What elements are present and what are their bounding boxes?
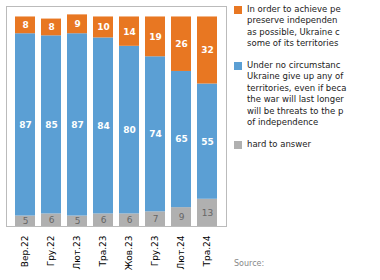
svg-text:74: 74	[149, 129, 162, 139]
svg-text:85: 85	[45, 120, 58, 130]
svg-text:7: 7	[153, 214, 159, 224]
svg-text:Гру.22: Гру.22	[46, 236, 56, 267]
svg-text:6: 6	[127, 215, 133, 225]
html-text:Under no circumstanc Ukraine g: Under no circumstanc Ukraine give up any…	[247, 59, 347, 128]
svg-text:87: 87	[71, 120, 84, 130]
svg-text:14: 14	[123, 27, 136, 37]
svg-text:80: 80	[123, 125, 136, 135]
svg-text:Тра.23: Тра.23	[98, 236, 108, 268]
svg-text:87: 87	[19, 120, 32, 130]
svg-text:26: 26	[175, 39, 188, 49]
html-text:hard to answer: hard to answer	[247, 138, 311, 149]
svg-text:32: 32	[201, 45, 214, 55]
svg-text:13: 13	[202, 208, 213, 218]
svg-text:Тра.24: Тра.24	[202, 235, 212, 267]
svg-text:8: 8	[48, 22, 54, 32]
svg-text:5: 5	[23, 216, 29, 226]
svg-text:Лют.23: Лют.23	[72, 236, 82, 270]
svg-text:6: 6	[49, 215, 55, 225]
svg-text:Лют.24: Лют.24	[176, 235, 186, 269]
svg-text:19: 19	[149, 32, 162, 42]
svg-text:9: 9	[74, 19, 80, 29]
svg-text:10: 10	[97, 22, 110, 32]
svg-text:Гру.23: Гру.23	[150, 236, 160, 267]
svg-text:6: 6	[101, 215, 107, 225]
html-text:Source:: Source:	[234, 259, 265, 268]
svg-text:5: 5	[75, 216, 81, 226]
svg-text:84: 84	[97, 121, 110, 131]
svg-text:Вер.22: Вер.22	[20, 236, 30, 268]
svg-text:9: 9	[179, 212, 185, 222]
svg-text:55: 55	[201, 137, 214, 147]
svg-text:65: 65	[175, 134, 188, 144]
svg-text:8: 8	[22, 20, 28, 30]
html-text:In order to achieve pe preserv: In order to achieve pe preserve independ…	[247, 4, 341, 49]
svg-text:Жов.23: Жов.23	[124, 236, 134, 271]
